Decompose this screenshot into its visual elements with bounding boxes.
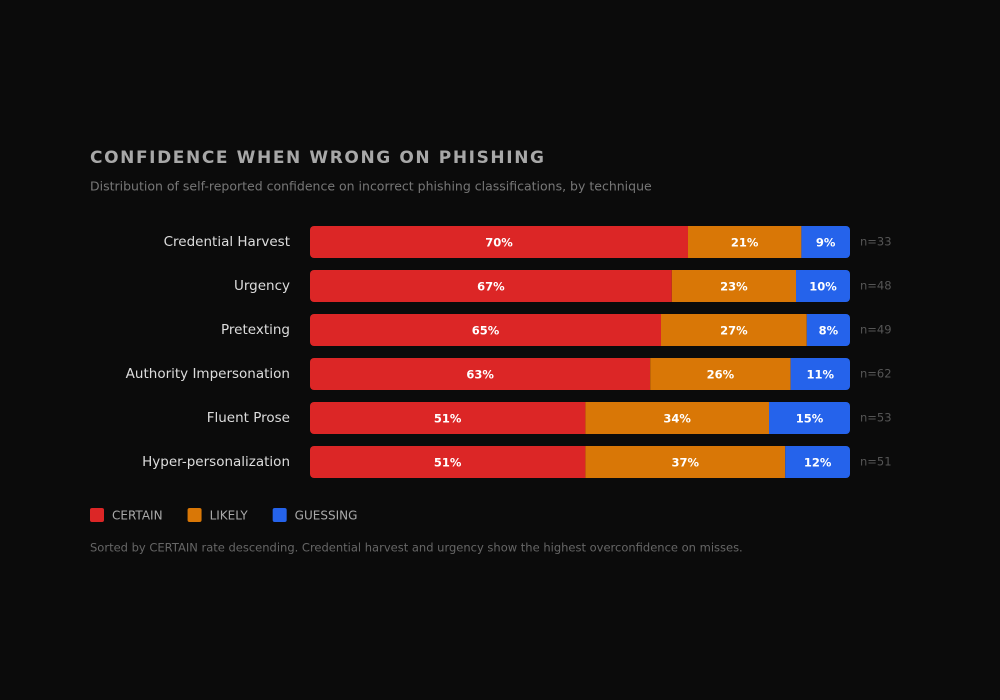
category-label: Pretexting <box>221 322 290 338</box>
bar-row <box>310 270 850 302</box>
category-label: Urgency <box>234 278 290 294</box>
bar-segment <box>688 226 802 258</box>
value-label: 12% <box>804 456 832 470</box>
bar-segment <box>650 358 791 390</box>
bar-segment <box>310 446 586 478</box>
bar-segment <box>310 226 688 258</box>
value-label: 27% <box>720 324 748 338</box>
bar-segment <box>310 358 651 390</box>
value-label: 9% <box>816 236 836 250</box>
bar-segment <box>796 270 850 302</box>
sample-size: n=53 <box>860 411 892 425</box>
value-label: 23% <box>720 280 748 294</box>
value-label: 70% <box>485 236 513 250</box>
bar-row <box>310 314 850 346</box>
category-label: Hyper-personalization <box>142 454 290 470</box>
footnote: Sorted by CERTAIN rate descending. Crede… <box>90 541 743 555</box>
bar-row <box>310 226 850 258</box>
bar-segment <box>585 446 786 478</box>
bar-segment <box>790 358 850 390</box>
bar-segment <box>671 270 796 302</box>
bar-segment <box>806 314 850 346</box>
value-label: 21% <box>731 236 759 250</box>
legend-label: GUESSING <box>295 509 358 523</box>
value-label: 15% <box>796 412 824 426</box>
sample-size: n=49 <box>860 323 892 337</box>
bar-segment <box>661 314 807 346</box>
value-label: 63% <box>466 368 494 382</box>
value-label: 51% <box>434 412 462 426</box>
value-label: 11% <box>807 368 835 382</box>
sample-size: n=33 <box>860 235 892 249</box>
sample-size: n=51 <box>860 455 892 469</box>
chart-title: CONFIDENCE WHEN WRONG ON PHISHING <box>90 148 546 168</box>
bar-segment <box>585 402 769 434</box>
legend-swatch <box>90 508 104 522</box>
legend-label: CERTAIN <box>112 509 163 523</box>
value-label: 37% <box>672 456 700 470</box>
value-label: 65% <box>472 324 500 338</box>
value-label: 8% <box>819 324 839 338</box>
value-label: 26% <box>707 368 735 382</box>
category-label: Credential Harvest <box>164 234 290 250</box>
bar-segment <box>310 402 586 434</box>
bar-segment <box>801 226 850 258</box>
legend-swatch <box>272 508 287 522</box>
value-label: 51% <box>434 456 462 470</box>
sample-size: n=48 <box>860 279 892 293</box>
value-label: 67% <box>477 280 505 294</box>
value-label: 10% <box>809 280 837 294</box>
value-label: 34% <box>663 412 691 426</box>
chart-subtitle: Distribution of self-reported confidence… <box>90 179 652 194</box>
legend-swatch <box>187 508 202 522</box>
bar-row <box>310 446 850 478</box>
bar-segment <box>785 446 850 478</box>
bar-segment <box>310 314 661 346</box>
bar-segment <box>769 402 850 434</box>
category-label: Fluent Prose <box>207 410 290 426</box>
sample-size: n=62 <box>860 367 892 381</box>
bar-row <box>310 402 850 434</box>
bar-segment <box>310 270 672 302</box>
category-label: Authority Impersonation <box>126 366 290 382</box>
legend-label: LIKELY <box>210 509 249 523</box>
bar-row <box>310 358 850 390</box>
